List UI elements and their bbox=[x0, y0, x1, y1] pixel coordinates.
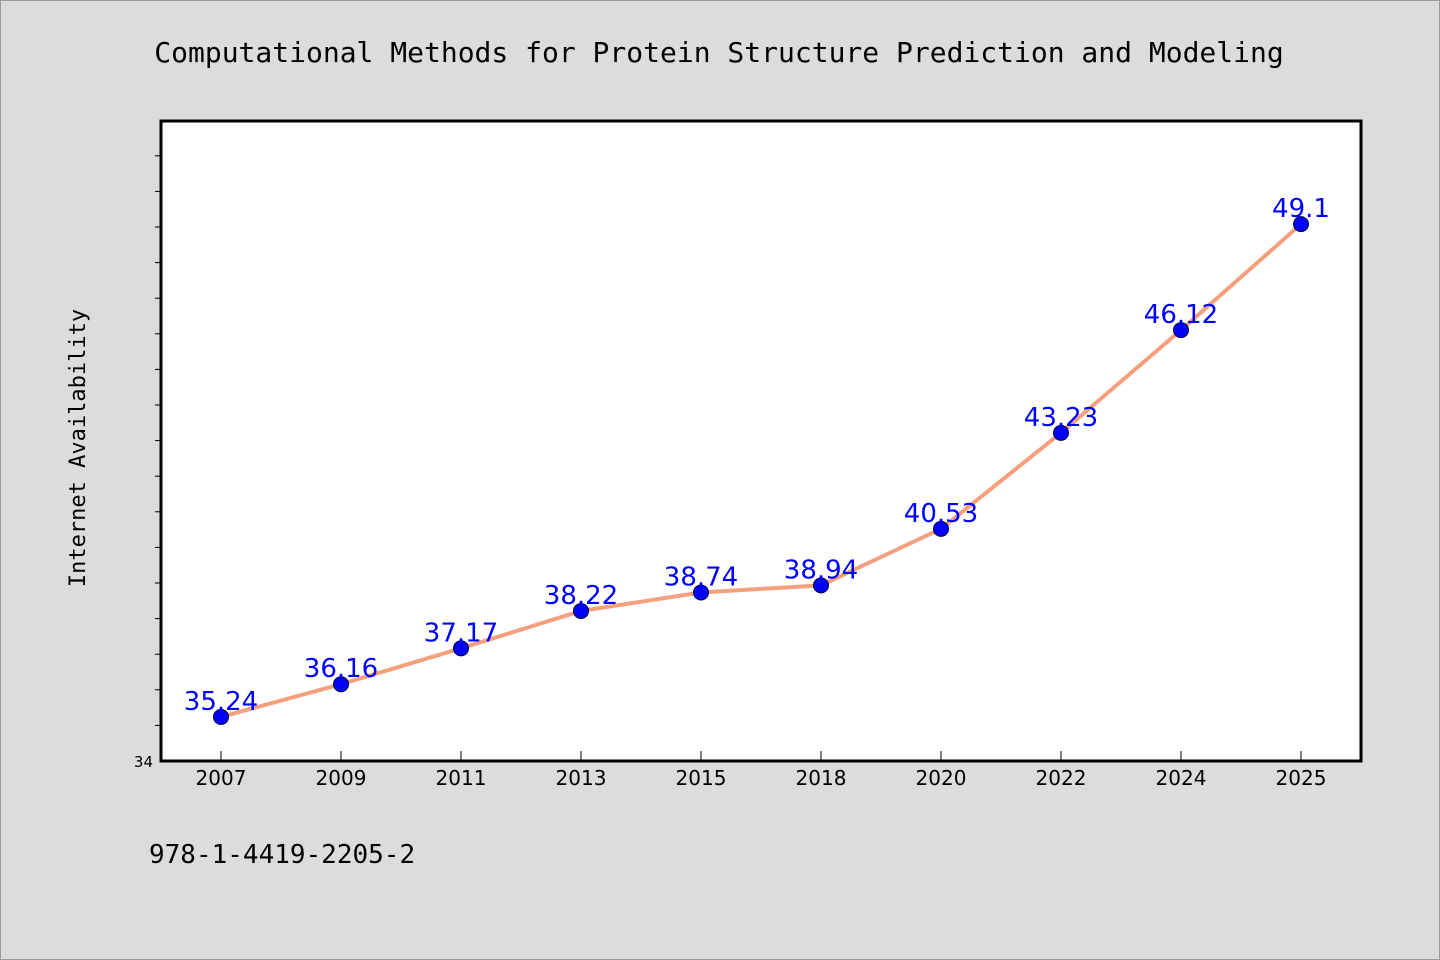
footer-isbn: 978-1-4419-2205-2 bbox=[149, 840, 415, 870]
data-point bbox=[573, 602, 589, 619]
data-label: 35.24 bbox=[184, 687, 258, 717]
x-axis-ticks: 2007 2009 2011 2013 2015 2018 2020 2022 2024 2025 bbox=[196, 751, 1327, 790]
data-label: 40.53 bbox=[904, 499, 978, 529]
data-point bbox=[693, 584, 709, 601]
data-labels: 35.24 36.16 37.17 38.22 38.74 38.94 40.53 43.23… bbox=[184, 194, 1330, 717]
x-tick-label: 2024 bbox=[1156, 766, 1207, 790]
x-tick-label: 2009 bbox=[316, 766, 367, 790]
data-point bbox=[1053, 424, 1069, 441]
x-tick-label: 2022 bbox=[1036, 766, 1087, 790]
data-label: 38.22 bbox=[544, 581, 618, 611]
x-tick-label: 2020 bbox=[916, 766, 967, 790]
data-label: 36.16 bbox=[304, 654, 378, 684]
y-axis-label: Internet Availability bbox=[66, 309, 91, 587]
x-tick-label: 2011 bbox=[436, 766, 487, 790]
y-axis-ticks: 34 bbox=[134, 155, 161, 771]
data-label: 46.12 bbox=[1144, 300, 1218, 330]
data-point bbox=[333, 676, 349, 693]
data-point bbox=[213, 708, 229, 725]
data-point bbox=[1293, 216, 1309, 233]
x-tick-label: 2013 bbox=[556, 766, 607, 790]
data-point bbox=[933, 520, 949, 537]
chart-title: Computational Methods for Protein Struct… bbox=[154, 36, 1283, 69]
data-point bbox=[1173, 322, 1189, 339]
series-line bbox=[219, 222, 1303, 719]
data-label: 38.94 bbox=[784, 555, 858, 585]
x-tick-label: 2018 bbox=[796, 766, 847, 790]
data-point bbox=[813, 577, 829, 594]
x-tick-label: 2025 bbox=[1276, 766, 1327, 790]
data-label: 49.1 bbox=[1272, 194, 1330, 224]
data-label: 38.74 bbox=[664, 562, 738, 592]
series-line-group bbox=[219, 222, 1303, 719]
data-label: 43.23 bbox=[1024, 403, 1098, 433]
x-tick-label: 2007 bbox=[196, 766, 247, 790]
plot-area bbox=[159, 119, 1363, 763]
y-tick-label: 34 bbox=[134, 753, 153, 771]
x-tick-label: 2015 bbox=[676, 766, 727, 790]
data-label: 37.17 bbox=[424, 618, 498, 648]
data-point bbox=[453, 640, 469, 657]
data-points bbox=[213, 216, 1309, 725]
